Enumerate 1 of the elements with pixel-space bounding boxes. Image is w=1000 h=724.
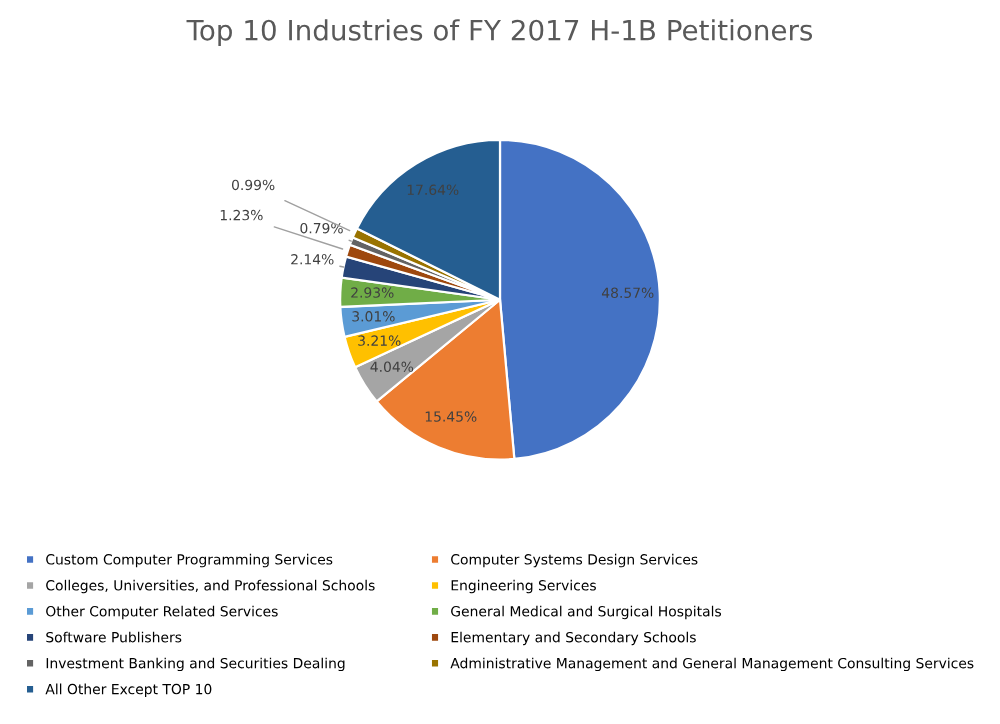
chart-title: Top 10 Industries of FY 2017 H-1B Petitioners: [186, 19, 813, 47]
